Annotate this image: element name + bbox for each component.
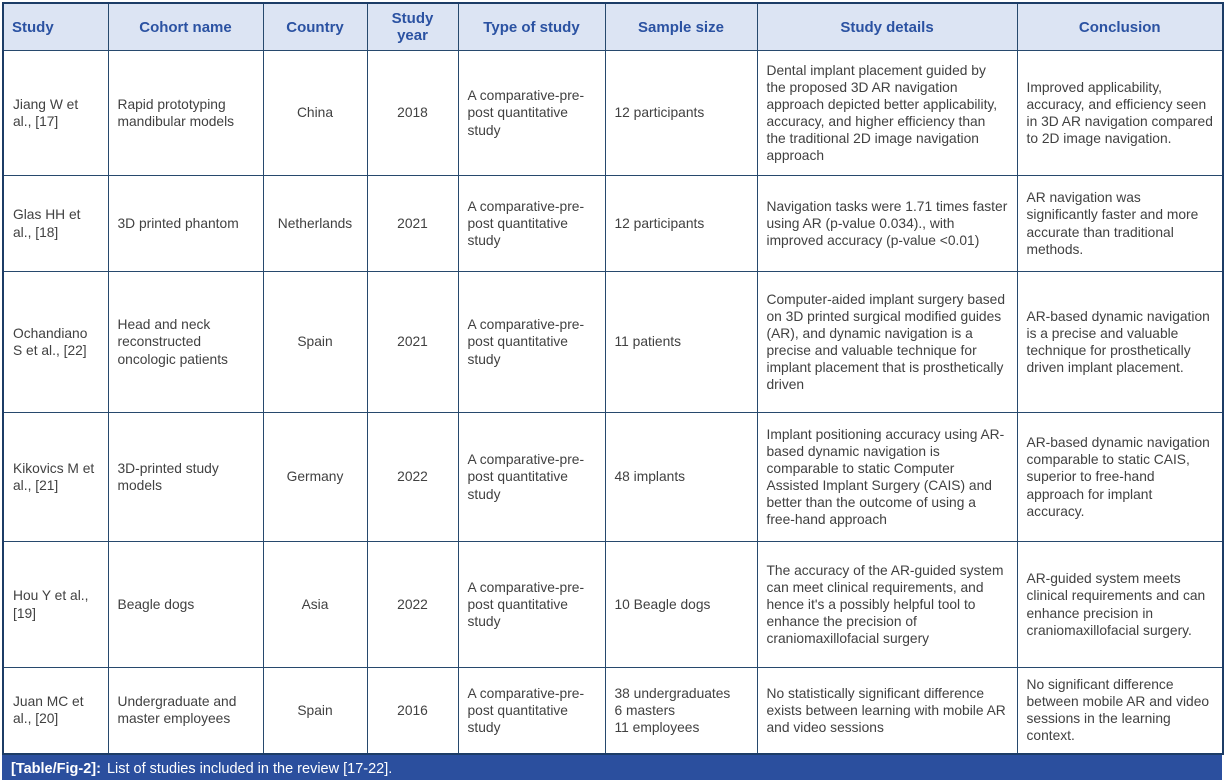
column-header-study-details: Study details [756, 2, 1018, 51]
table-row: Glas HH et al., [18] 3D printed phantom … [2, 175, 1224, 272]
cell-country: China [262, 50, 368, 176]
header-row: Study Cohort name Country Study year Typ… [2, 2, 1224, 51]
cell-conclusion: Improved applicability, accuracy, and ef… [1016, 50, 1224, 176]
cell-cohort: 3D printed phantom [107, 175, 264, 272]
cell-sample: 38 undergraduates 6 masters 11 employees [604, 667, 758, 754]
cell-study: Kikovics M et al., [21] [2, 412, 109, 542]
cell-type: A comparative-pre-post quantitative stud… [457, 412, 606, 542]
table-row: Jiang W et al., [17] Rapid prototyping m… [2, 50, 1224, 176]
cell-details: Navigation tasks were 1.71 times faster … [756, 175, 1018, 272]
cell-study: Glas HH et al., [18] [2, 175, 109, 272]
cell-details: The accuracy of the AR-guided system can… [756, 541, 1018, 668]
cell-country: Netherlands [262, 175, 368, 272]
cell-sample: 11 patients [604, 271, 758, 413]
table-row: Ochandiano S et al., [22] Head and neck … [2, 271, 1224, 413]
table-caption-bar: [Table/Fig-2]: List of studies included … [2, 754, 1222, 780]
cell-year: 2018 [366, 50, 459, 176]
cell-sample: 10 Beagle dogs [604, 541, 758, 668]
table-row: Hou Y et al., [19] Beagle dogs Asia 2022… [2, 541, 1224, 668]
cell-conclusion: AR-based dynamic navigation comparable t… [1016, 412, 1224, 542]
cell-country: Asia [262, 541, 368, 668]
cell-type: A comparative-pre-post quantitative stud… [457, 271, 606, 413]
cell-conclusion: AR navigation was significantly faster a… [1016, 175, 1224, 272]
cell-conclusion: No significant difference between mobile… [1016, 667, 1224, 754]
cell-cohort: Undergraduate and master employees [107, 667, 264, 754]
table-caption-text: List of studies included in the review [… [106, 761, 393, 777]
studies-table: Study Cohort name Country Study year Typ… [2, 2, 1224, 755]
cell-type: A comparative-pre-post quantitative stud… [457, 50, 606, 176]
cell-cohort: Beagle dogs [107, 541, 264, 668]
column-header-sample-size: Sample size [604, 2, 758, 51]
cell-year: 2016 [366, 667, 459, 754]
cell-type: A comparative-pre-post quantitative stud… [457, 667, 606, 754]
cell-study: Ochandiano S et al., [22] [2, 271, 109, 413]
cell-sample: 48 implants [604, 412, 758, 542]
cell-details: No statistically significant difference … [756, 667, 1018, 754]
cell-type: A comparative-pre-post quantitative stud… [457, 541, 606, 668]
cell-study: Juan MC et al., [20] [2, 667, 109, 754]
column-header-study: Study [2, 2, 109, 51]
cell-sample: 12 participants [604, 175, 758, 272]
column-header-study-year: Study year [366, 2, 459, 51]
cell-details: Computer-aided implant surgery based on … [756, 271, 1018, 413]
cell-country: Germany [262, 412, 368, 542]
cell-year: 2021 [366, 175, 459, 272]
table-row: Kikovics M et al., [21] 3D-printed study… [2, 412, 1224, 542]
cell-year: 2022 [366, 541, 459, 668]
column-header-conclusion: Conclusion [1016, 2, 1224, 51]
cell-cohort: Head and neck reconstructed oncologic pa… [107, 271, 264, 413]
cell-year: 2021 [366, 271, 459, 413]
cell-country: Spain [262, 271, 368, 413]
cell-conclusion: AR-guided system meets clinical requirem… [1016, 541, 1224, 668]
cell-cohort: 3D-printed study models [107, 412, 264, 542]
column-header-cohort-name: Cohort name [107, 2, 264, 51]
cell-cohort: Rapid prototyping mandibular models [107, 50, 264, 176]
cell-sample: 12 participants [604, 50, 758, 176]
cell-year: 2022 [366, 412, 459, 542]
cell-study: Hou Y et al., [19] [2, 541, 109, 668]
table-row: Juan MC et al., [20] Undergraduate and m… [2, 667, 1224, 754]
cell-details: Implant positioning accuracy using AR-ba… [756, 412, 1018, 542]
column-header-country: Country [262, 2, 368, 51]
cell-conclusion: AR-based dynamic navigation is a precise… [1016, 271, 1224, 413]
cell-type: A comparative-pre-post quantitative stud… [457, 175, 606, 272]
cell-details: Dental implant placement guided by the p… [756, 50, 1018, 176]
column-header-type-of-study: Type of study [457, 2, 606, 51]
cell-country: Spain [262, 667, 368, 754]
table-caption-label: [Table/Fig-2]: [11, 761, 101, 777]
cell-study: Jiang W et al., [17] [2, 50, 109, 176]
